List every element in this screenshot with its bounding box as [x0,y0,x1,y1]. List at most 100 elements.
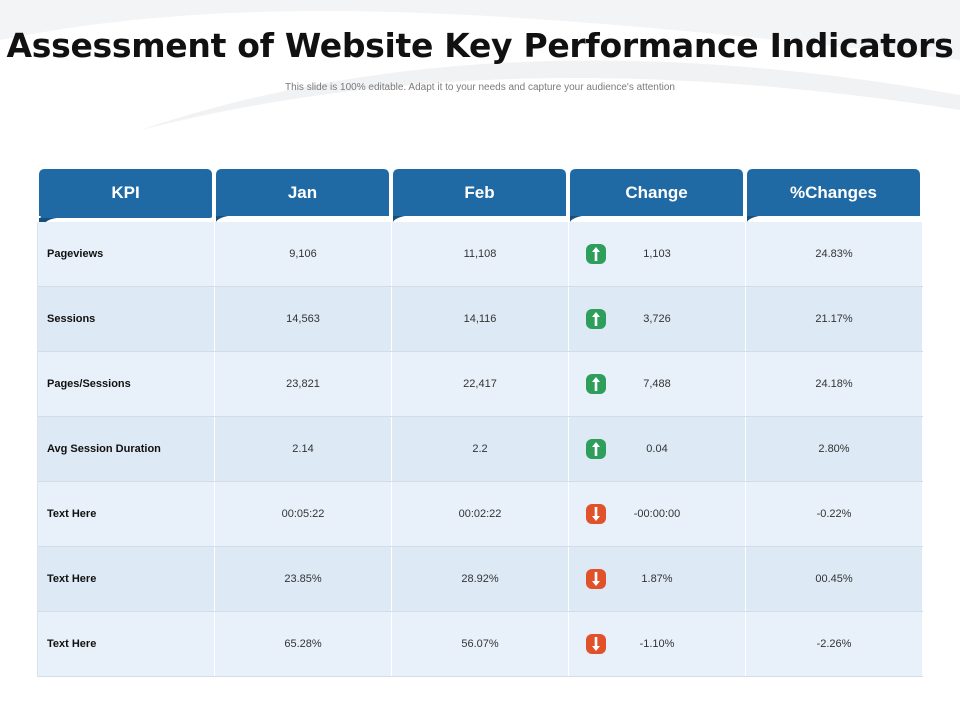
cell-pct: 24.83% [746,222,923,286]
cell-pct: -0.22% [746,482,923,546]
page-subtitle: This slide is 100% editable. Adapt it to… [285,82,675,93]
cell-value: 2.14 [292,443,314,455]
cell-value: Pages/Sessions [47,378,131,390]
cell-value: 22,417 [463,378,497,390]
background-swoosh [0,0,960,130]
header-jan: Jan [214,169,391,222]
table-row: Sessions 14,563 14,116 3,726 21.17% [38,287,923,352]
cell-feb: 56.07% [392,612,569,676]
cell-kpi: Text Here [38,482,215,546]
cell-value: Text Here [47,508,97,520]
page-title: Assessment of Website Key Performance In… [6,26,954,65]
cell-change: -1.10% [569,612,746,676]
cell-jan: 9,106 [215,222,392,286]
cell-pct: -2.26% [746,612,923,676]
cell-value: 1,103 [643,248,671,260]
cell-value: 00:05:22 [281,508,325,520]
cell-value: Sessions [47,313,96,325]
cell-value: 1.87% [641,573,673,585]
cell-value: 14,116 [463,313,497,325]
cell-kpi: Sessions [38,287,215,351]
header-label: %Changes [790,183,877,202]
table-row: Text Here 23.85% 28.92% 1.87% 00.45% [38,547,923,612]
cell-value: 3,726 [643,313,671,325]
cell-value: Pageviews [47,248,104,260]
cell-pct: 2.80% [746,417,923,481]
cell-value: Text Here [47,573,97,585]
cell-value: 7,488 [643,378,671,390]
cell-value: 23,821 [286,378,320,390]
cell-value: 28.92% [461,573,499,585]
cell-feb: 28.92% [392,547,569,611]
cell-jan: 65.28% [215,612,392,676]
cell-kpi: Avg Session Duration [38,417,215,481]
kpi-table: KPI Jan Feb Change %Changes Pageviews 9,1… [37,169,923,677]
cell-feb: 14,116 [392,287,569,351]
cell-jan: 2.14 [215,417,392,481]
cell-feb: 11,108 [392,222,569,286]
table-row: Text Here 00:05:22 00:02:22 -00:00:00 -0.22% [38,482,923,547]
cell-value: 11,108 [463,248,497,260]
cell-kpi: Pages/Sessions [38,352,215,416]
cell-change: 1,103 [569,222,746,286]
header-kpi: KPI [37,169,214,222]
cell-value: 24.83% [815,248,853,260]
cell-jan: 23,821 [215,352,392,416]
cell-value: -1.10% [639,638,675,650]
header-label: Jan [287,183,318,202]
cell-jan: 14,563 [215,287,392,351]
arrow-down-icon [586,504,606,524]
cell-value: 0.04 [646,443,668,455]
header-change: Change [568,169,745,222]
arrow-down-icon [586,634,606,654]
cell-change: 3,726 [569,287,746,351]
cell-feb: 2.2 [392,417,569,481]
cell-kpi: Pageviews [38,222,215,286]
arrow-up-icon [586,374,606,394]
cell-value: -0.22% [816,508,852,520]
cell-feb: 00:02:22 [392,482,569,546]
header-feb: Feb [391,169,568,222]
cell-kpi: Text Here [38,612,215,676]
arrow-up-icon [586,439,606,459]
cell-value: -2.26% [816,638,852,650]
cell-kpi: Text Here [38,547,215,611]
table-row: Pages/Sessions 23,821 22,417 7,488 24.18% [38,352,923,417]
cell-change: 7,488 [569,352,746,416]
cell-value: 65.28% [284,638,322,650]
header-label: Feb [464,183,495,202]
cell-value: Text Here [47,638,97,650]
cell-value: 00.45% [815,573,853,585]
cell-value: 00:02:22 [458,508,502,520]
table-row: Avg Session Duration 2.14 2.2 0.04 2.80% [38,417,923,482]
cell-pct: 24.18% [746,352,923,416]
cell-jan: 00:05:22 [215,482,392,546]
cell-value: 21.17% [815,313,853,325]
cell-value: Avg Session Duration [47,443,161,455]
table-header-row: KPI Jan Feb Change %Changes [37,169,923,222]
cell-change: 0.04 [569,417,746,481]
cell-value: 9,106 [289,248,317,260]
arrow-up-icon [586,309,606,329]
cell-change: 1.87% [569,547,746,611]
cell-feb: 22,417 [392,352,569,416]
arrow-down-icon [586,569,606,589]
cell-jan: 23.85% [215,547,392,611]
header-label: Change [625,183,688,202]
header-pct-changes: %Changes [745,169,922,222]
cell-pct: 21.17% [746,287,923,351]
table-row: Pageviews 9,106 11,108 1,103 24.83% [38,222,923,287]
cell-pct: 00.45% [746,547,923,611]
cell-value: 24.18% [815,378,853,390]
table-row: Text Here 65.28% 56.07% -1.10% -2.26% [38,612,923,677]
cell-value: 23.85% [284,573,322,585]
cell-value: 56.07% [461,638,499,650]
header-label: KPI [111,183,140,202]
cell-value: 2.2 [472,443,488,455]
table-body: Pageviews 9,106 11,108 1,103 24.83% Sessions 1… [37,222,923,677]
cell-value: 14,563 [286,313,320,325]
cell-change: -00:00:00 [569,482,746,546]
arrow-up-icon [586,244,606,264]
cell-value: -00:00:00 [633,508,681,520]
cell-value: 2.80% [818,443,850,455]
